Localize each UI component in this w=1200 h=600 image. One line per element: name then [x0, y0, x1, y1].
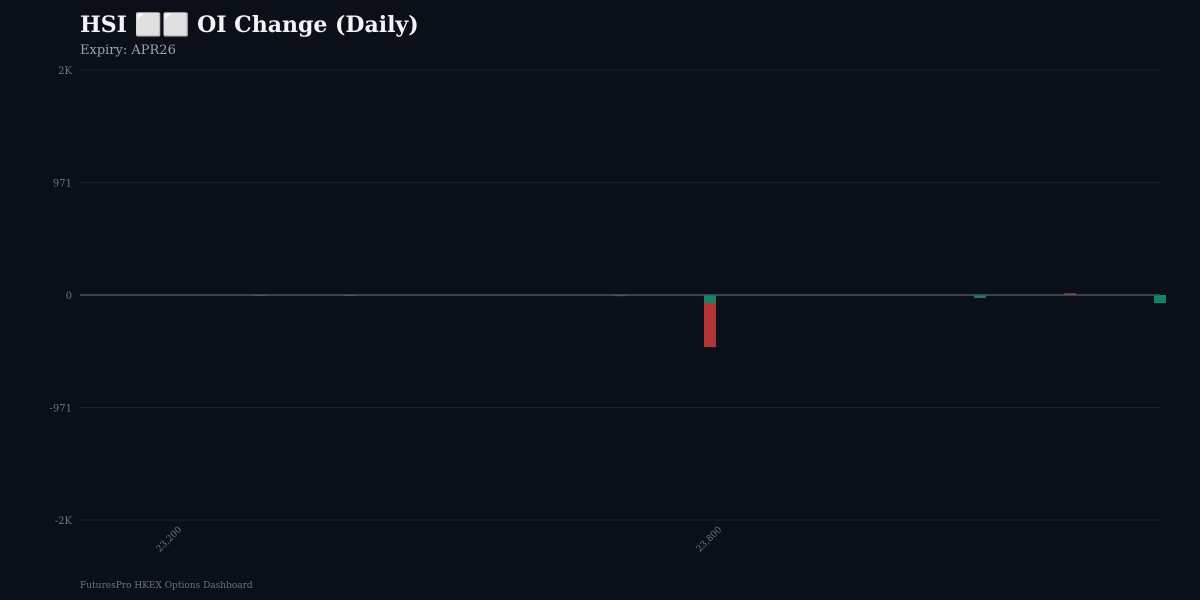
chart-title: HSI ⬜⬜ OI Change (Daily): [80, 12, 419, 38]
put-bar: [704, 295, 716, 304]
chart-subtitle: Expiry: APR26: [80, 43, 176, 58]
y-tick-label: 0: [66, 291, 72, 302]
y-tick-label: -971: [50, 404, 72, 415]
footer-credit: FuturesPro HKEX Options Dashboard: [80, 581, 253, 591]
put-bar: [974, 295, 986, 298]
y-tick-label: 2K: [58, 66, 72, 77]
put-bar: [1154, 295, 1166, 304]
call-bar: [704, 295, 716, 348]
x-tick-label: 23,200: [155, 525, 185, 555]
x-tick-label: 23,800: [695, 525, 725, 555]
y-tick-label: -2K: [55, 516, 73, 527]
call-bar: [1064, 293, 1076, 295]
y-tick-label: 971: [53, 179, 72, 190]
